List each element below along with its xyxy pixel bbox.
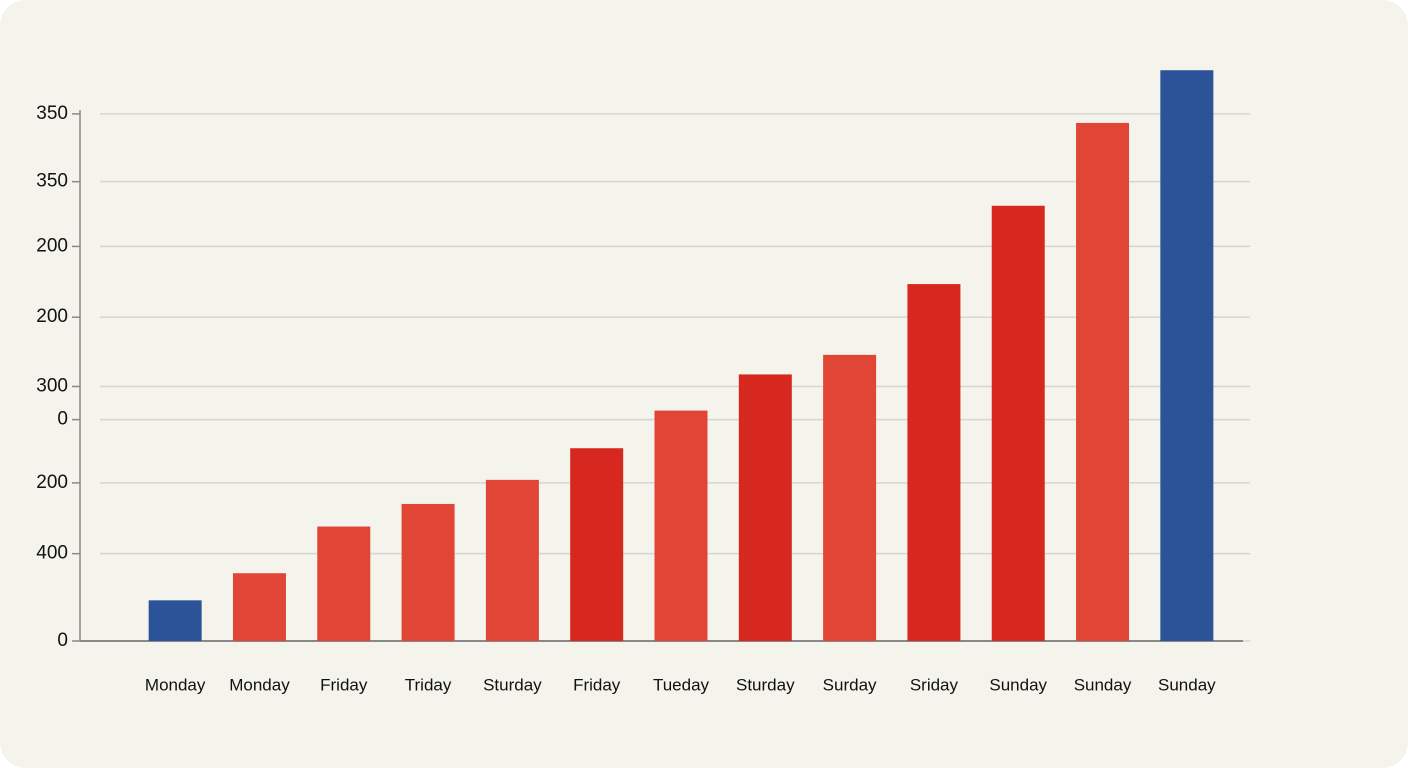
x-tick-label: Sturday xyxy=(736,675,795,694)
bar xyxy=(823,354,877,641)
x-tick-label: Monday xyxy=(145,675,206,694)
x-tick-label: Triday xyxy=(405,675,452,694)
x-tick-label: Sunday xyxy=(989,675,1047,694)
bar xyxy=(1076,122,1130,642)
bar xyxy=(991,205,1045,642)
y-tick-label: 300 xyxy=(36,376,68,397)
bar xyxy=(654,410,708,641)
y-tick-label: 350 xyxy=(36,171,68,192)
bar xyxy=(738,374,792,641)
bar xyxy=(232,573,286,641)
bar xyxy=(1160,70,1214,641)
bar xyxy=(148,600,202,641)
bar xyxy=(907,284,961,641)
y-tick-label: 200 xyxy=(36,306,68,327)
x-tick-label: Friday xyxy=(320,675,368,694)
y-tick-label: 400 xyxy=(36,543,68,564)
y-tick-label: 0 xyxy=(57,630,68,651)
bar xyxy=(570,448,624,641)
x-tick-label: Sunday xyxy=(1074,675,1132,694)
x-tick-label: Friday xyxy=(573,675,621,694)
bar xyxy=(485,479,539,641)
x-tick-label: Sriday xyxy=(910,675,959,694)
bar xyxy=(317,526,371,641)
y-tick-label: 200 xyxy=(36,472,68,493)
x-tick-label: Sturday xyxy=(483,675,542,694)
x-tick-label: Tueday xyxy=(653,675,710,694)
y-tick-label: 350 xyxy=(36,103,68,124)
y-tick-label: 0 xyxy=(57,409,68,430)
bar xyxy=(401,503,455,641)
x-tick-label: Monday xyxy=(229,675,290,694)
y-tick-label: 200 xyxy=(36,235,68,256)
x-tick-label: Sunday xyxy=(1158,675,1216,694)
x-tick-label: Surday xyxy=(823,675,877,694)
